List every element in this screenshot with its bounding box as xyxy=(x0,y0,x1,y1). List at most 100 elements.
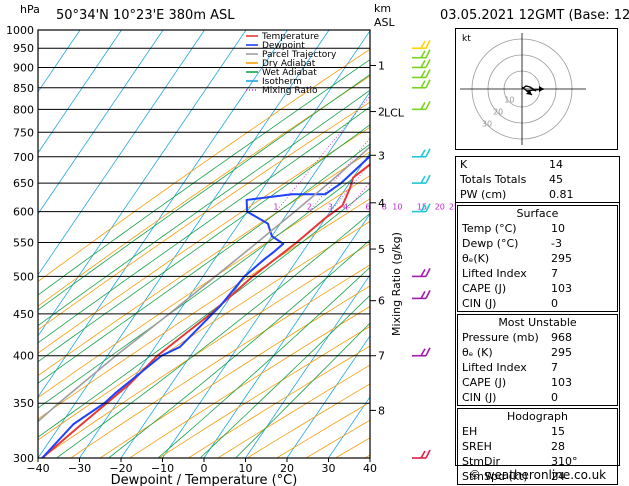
pressure-tick-label: 700 xyxy=(13,151,34,164)
isotherm-line xyxy=(38,30,122,154)
surface-theta-e-label: θₑ(K) xyxy=(462,252,490,265)
pressure-tick-label: 900 xyxy=(13,61,34,74)
mixing-ratio-label: 3 xyxy=(328,203,333,212)
mu-pressure-label: Pressure (mb) xyxy=(462,331,539,344)
x-tick-label: 10 xyxy=(239,462,253,475)
mu-cape-value: 103 xyxy=(551,376,572,389)
most-unstable-section: Most Unstable Pressure (mb) 968 θₑ (K) 295… xyxy=(457,314,618,406)
pressure-tick-label: 350 xyxy=(13,397,34,410)
isotherm-line xyxy=(286,335,370,458)
isotherm-line xyxy=(38,30,288,398)
x-tick-label: −10 xyxy=(151,462,174,475)
wet-adiabat-line xyxy=(38,74,370,311)
k-index-row: K 14 xyxy=(456,157,619,172)
x-tick-label: −20 xyxy=(109,462,132,475)
dry-adiabat-line xyxy=(70,264,370,458)
precipitable-water-label: PW (cm) xyxy=(460,188,507,201)
storm-dir-label: StmDir xyxy=(462,455,501,468)
x-tick-label: 40 xyxy=(363,462,377,475)
x-axis-title: Dewpoint / Temperature (°C) xyxy=(111,473,298,486)
surface-lifted-index-label: Lifted Index xyxy=(462,267,527,280)
km-tick-label: 8 xyxy=(378,404,385,417)
mixing-ratio-label: 15 xyxy=(417,203,427,212)
dry-adiabat-line xyxy=(38,220,370,441)
isotherm-line xyxy=(38,30,205,276)
mu-lifted-index-label: Lifted Index xyxy=(462,361,527,374)
pressure-tick-label: 950 xyxy=(13,42,34,55)
indices-table: K 14 Totals Totals 45 PW (cm) 0.81 xyxy=(455,156,620,203)
km-tick-label: 6 xyxy=(378,295,385,308)
mixing-ratio-label: 10 xyxy=(392,203,402,212)
pressure-tick-label: 450 xyxy=(13,308,34,321)
totals-totals-row: Totals Totals 45 xyxy=(456,172,619,187)
dry-adiabat-line xyxy=(41,242,370,458)
totals-totals-label: Totals Totals xyxy=(460,173,527,186)
surface-dewp-label: Dewp (°C) xyxy=(462,237,519,250)
mu-theta-e-label: θₑ (K) xyxy=(462,346,493,359)
wind-barb-flag xyxy=(420,348,426,357)
mixing-ratio-label: 25 xyxy=(449,203,459,212)
wet-adiabat-line xyxy=(38,89,370,327)
isotherm-line xyxy=(245,274,370,458)
pressure-tick-label: 650 xyxy=(13,177,34,190)
k-index-label: K xyxy=(460,158,468,171)
eh-label: EH xyxy=(462,425,478,438)
isotherm-line xyxy=(38,30,164,215)
isotherm-line xyxy=(38,30,330,458)
km-tick-label: 2 xyxy=(378,106,385,119)
wind-barb-flag xyxy=(420,50,426,59)
mu-cin-label: CIN (J) xyxy=(462,391,497,404)
surface-title: Surface xyxy=(516,207,559,220)
wet-adiabat-line xyxy=(199,294,370,458)
surface-theta-e-value: 295 xyxy=(551,252,572,265)
wind-barb-flag xyxy=(425,69,431,78)
isotherm-line xyxy=(203,213,370,458)
legend-label: Parcel Trajectory xyxy=(262,50,337,60)
isotherm-line xyxy=(79,30,370,458)
surface-section: Surface Temp (°C) 10 Dewp (°C) -3 θₑ(K) 295… xyxy=(457,205,618,312)
mu-pressure-value: 968 xyxy=(551,331,572,344)
surface-lifted-index-value: 7 xyxy=(551,267,558,280)
mixing-ratio-label: 2 xyxy=(307,203,312,212)
precipitable-water-value: 0.81 xyxy=(549,188,574,201)
sreh-value: 28 xyxy=(551,440,565,453)
storm-dir-value: 310° xyxy=(551,455,578,468)
wind-barb-flag xyxy=(425,203,431,212)
totals-totals-value: 45 xyxy=(549,173,563,186)
wind-barb-flag xyxy=(420,204,426,212)
dry-adiabat-line xyxy=(38,101,370,331)
legend-label: Mixing Ratio xyxy=(262,86,318,96)
surface-temp-label: Temp (°C) xyxy=(462,222,517,235)
surface-dewp-value: -3 xyxy=(551,237,562,250)
km-tick-label: 5 xyxy=(378,243,385,256)
storm-speed-value: 24 xyxy=(551,470,565,483)
forecast-date: 03.05.2021 12GMT (Base: 12) xyxy=(440,8,629,23)
legend-label: Dry Adiabat xyxy=(262,59,316,69)
dry-adiabat-line xyxy=(38,198,370,420)
mixing-ratio-label: 4 xyxy=(343,203,348,212)
stability-table: Surface Temp (°C) 10 Dewp (°C) -3 θₑ(K) 295… xyxy=(455,202,620,485)
hodograph-ring-label: 30 xyxy=(482,120,492,129)
hodograph-params-title: Hodograph xyxy=(507,410,568,423)
k-index-value: 14 xyxy=(549,158,563,171)
surface-cape-label: CAPE (J) xyxy=(462,282,507,295)
dry-adiabat-line xyxy=(99,285,370,458)
pressure-tick-label: 800 xyxy=(13,103,34,116)
most-unstable-title: Most Unstable xyxy=(498,316,577,329)
wind-barb-flag xyxy=(425,290,431,299)
wind-barb-flag xyxy=(425,347,431,357)
hodograph-unit-label: kt xyxy=(462,34,471,44)
dry-adiabat-line xyxy=(38,48,370,283)
pressure-tick-label: 850 xyxy=(13,82,34,95)
wind-barb-flag xyxy=(420,80,426,89)
km-tick-label: 4 xyxy=(378,197,385,210)
pressure-tick-label: 400 xyxy=(13,350,34,363)
dry-adiabat-line xyxy=(38,75,370,307)
x-tick-label: 20 xyxy=(280,462,294,475)
precipitable-water-row: PW (cm) 0.81 xyxy=(456,187,619,202)
km-tick-label: 3 xyxy=(378,149,385,162)
lcl-label: LCL xyxy=(384,106,405,119)
dewpoint-profile xyxy=(41,154,370,458)
wind-barb-flag xyxy=(425,268,431,277)
